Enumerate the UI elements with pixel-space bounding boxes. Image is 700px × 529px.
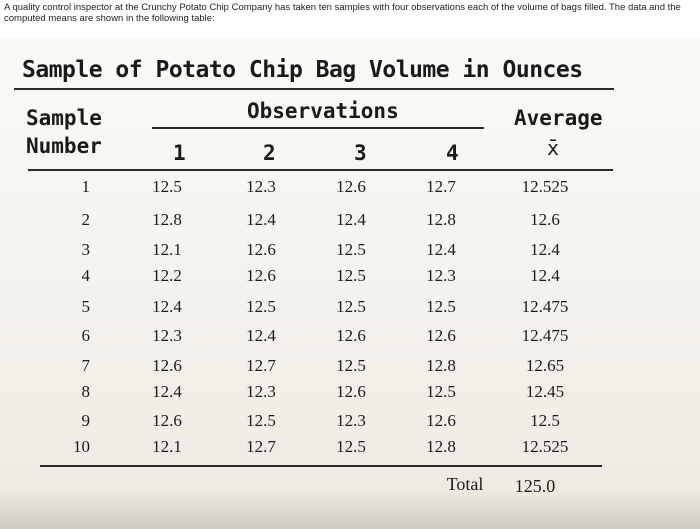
observation-cell: 12.5 — [336, 356, 366, 375]
observation-cell: 12.5 — [336, 437, 366, 456]
observation-cell: 12.6 — [152, 356, 182, 375]
observation-cell: 12.4 — [336, 210, 366, 229]
sample-number: 2 — [81, 210, 91, 229]
observation-cell: 12.8 — [426, 356, 456, 375]
observation-cell: 12.5 — [152, 177, 182, 196]
header-obs-3: 3 — [354, 141, 367, 165]
observation-cell: 12.5 — [426, 297, 456, 316]
observation-cell: 12.5 — [246, 297, 276, 316]
observation-cell: 12.3 — [336, 411, 366, 430]
observation-cell: 12.3 — [246, 382, 276, 401]
sample-number: 9 — [81, 411, 91, 430]
header-obs-1: 1 — [173, 141, 186, 165]
observation-cell: 12.6 — [246, 240, 276, 259]
observation-cell: 12.6 — [336, 326, 366, 345]
observation-cell: 12.4 — [152, 382, 182, 401]
observation-cell: 12.6 — [426, 326, 456, 345]
average-cell: 12.4 — [530, 266, 560, 285]
observation-cell: 12.6 — [336, 177, 366, 196]
average-cell: 12.525 — [521, 177, 569, 196]
sample-number: 3 — [81, 240, 91, 259]
observation-cell: 12.4 — [426, 240, 456, 259]
observation-cell: 12.2 — [152, 266, 182, 285]
sample-number: 6 — [81, 326, 91, 345]
observation-cell: 12.1 — [152, 437, 182, 456]
sample-number: 7 — [81, 356, 91, 375]
average-cell: 12.525 — [521, 437, 569, 456]
sample-number: 1 — [81, 177, 91, 196]
observation-cell: 12.4 — [246, 210, 276, 229]
observation-cell: 12.4 — [152, 297, 182, 316]
observation-cell: 12.3 — [152, 326, 182, 345]
sample-number: 10 — [73, 437, 90, 456]
total-value: 125.0 — [514, 476, 556, 496]
observation-cell: 12.5 — [336, 240, 366, 259]
observation-cell: 12.6 — [426, 411, 456, 430]
observation-cell: 12.3 — [246, 177, 276, 196]
total-label: Total — [446, 474, 484, 494]
observation-cell: 12.3 — [426, 266, 456, 285]
average-cell: 12.475 — [521, 297, 569, 316]
total-rule — [40, 465, 602, 467]
observation-cell: 12.6 — [246, 266, 276, 285]
average-cell: 12.475 — [521, 326, 569, 345]
observation-cell: 12.6 — [152, 411, 182, 430]
title-rule — [14, 88, 614, 90]
observation-cell: 12.7 — [426, 177, 456, 196]
observation-cell: 12.1 — [152, 240, 182, 259]
table-photo — [0, 38, 700, 529]
observation-cell: 12.8 — [426, 437, 456, 456]
sample-number: 8 — [81, 382, 91, 401]
average-cell: 12.5 — [530, 411, 560, 430]
intro-text: A quality control inspector at the Crunc… — [4, 2, 681, 24]
average-cell: 12.45 — [525, 382, 565, 401]
sample-number: 5 — [81, 297, 91, 316]
photo-shadow — [0, 490, 700, 529]
observation-cell: 12.6 — [336, 382, 366, 401]
header-rule — [28, 169, 613, 171]
observation-cell: 12.4 — [246, 326, 276, 345]
observations-rule — [152, 127, 484, 129]
average-cell: 12.65 — [525, 356, 565, 375]
observation-cell: 12.5 — [426, 382, 456, 401]
header-number: Number — [26, 134, 102, 158]
header-xbar: x̄ — [547, 136, 560, 160]
observation-cell: 12.7 — [246, 356, 276, 375]
header-average: Average — [514, 106, 603, 130]
observation-cell: 12.5 — [246, 411, 276, 430]
observation-cell: 12.5 — [336, 297, 366, 316]
observation-cell: 12.8 — [152, 210, 182, 229]
header-obs-2: 2 — [263, 141, 276, 165]
average-cell: 12.6 — [530, 210, 560, 229]
header-observations: Observations — [247, 99, 399, 123]
header-obs-4: 4 — [446, 141, 459, 165]
table-title: Sample of Potato Chip Bag Volume in Ounc… — [22, 57, 583, 83]
observation-cell: 12.8 — [426, 210, 456, 229]
observation-cell: 12.5 — [336, 266, 366, 285]
sample-number: 4 — [81, 266, 91, 285]
observation-cell: 12.7 — [246, 437, 276, 456]
average-cell: 12.4 — [530, 240, 560, 259]
header-sample: Sample — [26, 106, 102, 130]
